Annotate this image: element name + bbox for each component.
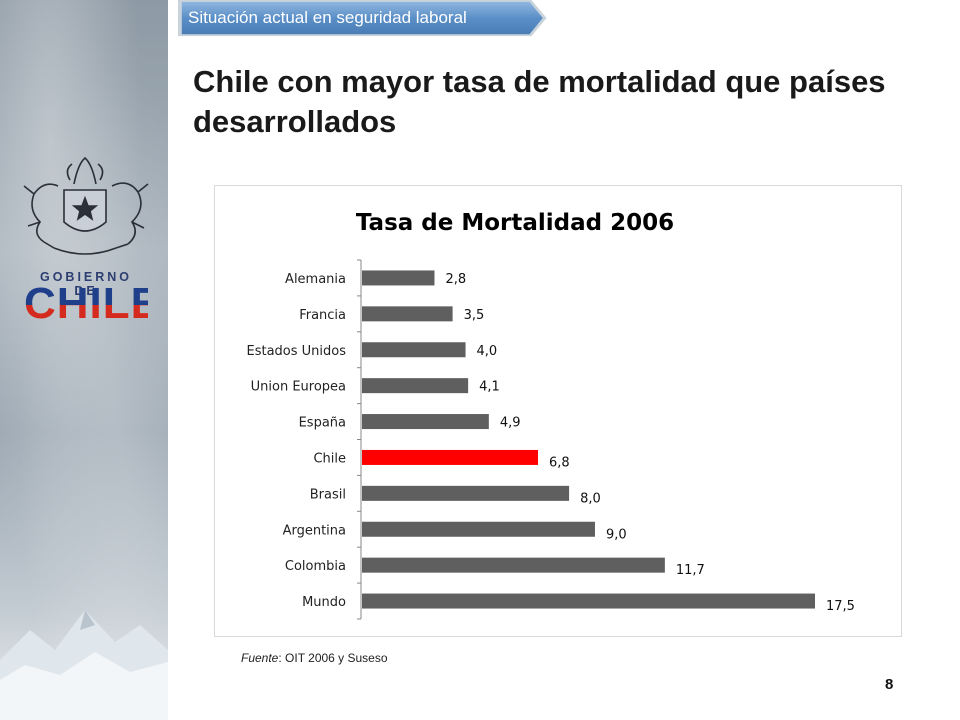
- bar-estados-unidos: [362, 342, 466, 358]
- data-label: 4,9: [500, 416, 521, 431]
- logo-line-chile: CHILE: [24, 279, 161, 328]
- data-label: 4,1: [479, 380, 500, 395]
- data-label: 6,8: [549, 455, 570, 470]
- page-number: 8: [885, 676, 894, 693]
- category-label: Union Europea: [251, 380, 346, 395]
- data-label: 11,7: [676, 563, 705, 578]
- section-tab-label: Situación actual en seguridad laboral: [188, 8, 467, 27]
- data-label: 8,0: [580, 491, 601, 506]
- category-label: Alemania: [285, 272, 346, 287]
- bar-chile: [362, 449, 539, 465]
- category-label: Colombia: [285, 559, 346, 574]
- chart-title: Tasa de Mortalidad 2006: [356, 210, 674, 236]
- sidebar-background: GOBIERNO DE CHILE: [0, 0, 168, 720]
- bar-chart: Tasa de Mortalidad 2006 Alemania 2,8 Franc…: [246, 210, 855, 620]
- bar-brasil: [362, 485, 570, 501]
- page-title: Chile con mayor tasa de mortalidad que p…: [193, 64, 886, 139]
- bar-union-europea: [362, 378, 469, 394]
- coat-of-arms-icon: [23, 156, 149, 255]
- category-label: Chile: [313, 451, 346, 466]
- mountains-image: [0, 610, 168, 720]
- data-label: 2,8: [445, 272, 466, 287]
- bar-mundo: [362, 593, 815, 609]
- data-label: 4,0: [477, 344, 498, 359]
- bar-alemania: [362, 270, 435, 286]
- bar-argentina: [362, 521, 595, 537]
- logo-line-gobierno: GOBIERNO DE: [39, 270, 133, 298]
- category-label: Argentina: [283, 523, 346, 538]
- data-label: 9,0: [606, 527, 627, 542]
- data-label: 17,5: [826, 599, 855, 614]
- source-text: : OIT 2006 y Suseso: [278, 651, 388, 665]
- section-tab[interactable]: [168, 0, 568, 38]
- category-label: Estados Unidos: [246, 344, 346, 359]
- category-label: Francia: [299, 308, 346, 323]
- bar-españa: [362, 414, 489, 430]
- category-label: Brasil: [310, 487, 346, 502]
- bar-francia: [362, 306, 453, 322]
- category-label: España: [299, 416, 346, 431]
- source-label: Fuente: [241, 651, 279, 665]
- chart-container: Tasa de Mortalidad 2006 Alemania 2,8 Franc…: [214, 185, 902, 637]
- category-label: Mundo: [302, 595, 346, 610]
- source-note: Fuente: OIT 2006 y Suseso: [241, 651, 388, 665]
- bar-colombia: [362, 557, 665, 573]
- data-label: 3,5: [464, 308, 485, 323]
